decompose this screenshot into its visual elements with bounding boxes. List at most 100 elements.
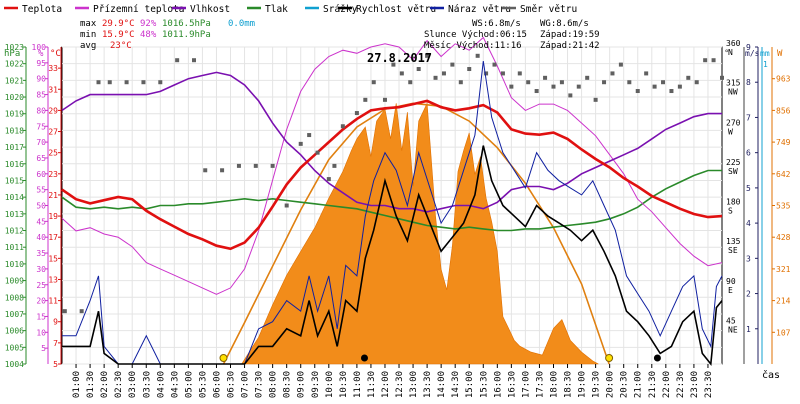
dir-tick-value: 45 (726, 316, 736, 325)
hpa-tick-label: 1021 (5, 76, 24, 85)
x-tick-label: 03:30 (142, 371, 152, 398)
moon-marker (653, 354, 661, 362)
wind-dir-point (96, 80, 101, 85)
x-tick-label: 07:00 (241, 371, 251, 398)
legend-label: Rychlost větru (356, 4, 436, 15)
wind-dir-point (79, 309, 84, 314)
pct-tick-label: 20 (36, 297, 46, 306)
x-tick-label: 21:00 (634, 371, 644, 398)
hpa-tick-label: 1010 (5, 260, 24, 269)
solar-radiation-area (241, 102, 599, 365)
x-tick-label: 21:30 (648, 371, 658, 398)
hpa-tick-label: 1013 (5, 210, 24, 219)
pct-tick-label: 80 (36, 106, 46, 115)
wind-dir-point (124, 80, 129, 85)
degc-axis-label: °C (50, 49, 61, 59)
legend-label: Náraz větru (448, 4, 511, 15)
x-tick-label: 19:00 (578, 371, 588, 398)
x-tick-label: 19:30 (592, 371, 602, 398)
pct-tick-label: 35 (36, 249, 46, 258)
degc-tick-label: 15 (48, 254, 58, 263)
x-tick-label: 11:30 (367, 371, 377, 398)
ms-tick-label: 9 (746, 43, 751, 52)
hpa-tick-label: 1018 (5, 126, 24, 135)
dir-tick-compass: SW (728, 167, 738, 176)
info-moonrise: Měsíc Východ:11:16 (424, 41, 522, 51)
wind-dir-point (467, 67, 472, 72)
pct-axis-label: % (38, 49, 44, 59)
moon-marker (360, 354, 368, 362)
wind-dir-point (433, 75, 438, 80)
legend-label: Přízemní teplota (93, 4, 185, 15)
info-sunset: Západ:19:59 (540, 30, 600, 40)
wind-dir-point (509, 84, 514, 89)
wind-dir-point (382, 97, 387, 102)
pct-tick-label: 95 (36, 59, 46, 68)
chart-title: 27.8.2017 (367, 51, 432, 65)
hpa-tick-label: 1006 (5, 327, 24, 336)
degc-tick-label: 25 (48, 149, 58, 158)
wind-speed-line (62, 145, 723, 367)
wind-dir-point (236, 163, 241, 168)
pct-tick-label: 100 (32, 43, 47, 52)
stat-max-rain: 0.0mm (228, 19, 255, 29)
legend-label: Směr větru (520, 4, 577, 15)
x-tick-label: 10:30 (339, 371, 349, 398)
hpa-tick-label: 1020 (5, 93, 24, 102)
info-ws: WS:6.8m/s (472, 19, 521, 29)
wind-dir-point (593, 97, 598, 102)
pct-tick-label: 85 (36, 91, 46, 100)
legend-label: Teplota (22, 4, 62, 15)
x-tick-label: 14:00 (437, 371, 447, 398)
wind-dir-point (661, 80, 666, 85)
hpa-tick-label: 1005 (5, 343, 24, 352)
x-tick-label: 06:30 (227, 371, 237, 398)
x-tick-label: 15:30 (479, 371, 489, 398)
wind-dir-point (270, 163, 275, 168)
wm2-tick-label: 963 (776, 75, 791, 84)
ms-tick-label: 5 (746, 184, 751, 193)
x-tick-label: 02:00 (100, 371, 110, 398)
wind-dir-point (492, 62, 497, 67)
stat-avg-label: avg (80, 41, 96, 51)
wind-dir-point (340, 124, 345, 129)
stat-min-hum: 48% (140, 30, 157, 40)
wind-dir-point (307, 133, 312, 138)
ms-tick-label: 1 (746, 325, 751, 334)
wind-dir-point (517, 71, 522, 76)
wind-dir-point (720, 75, 724, 80)
pct-tick-label: 25 (36, 281, 46, 290)
x-tick-label: 09:00 (297, 371, 307, 398)
stat-min-press: 1011.9hPa (162, 30, 211, 40)
wind-dir-point (253, 163, 258, 168)
wind-dir-point (475, 53, 480, 58)
x-tick-label: 08:30 (283, 371, 293, 398)
dir-tick-compass: NW (728, 88, 738, 97)
ms-tick-label: 7 (746, 113, 751, 122)
x-tick-label: 04:30 (170, 371, 180, 398)
dir-tick-value: 180 (726, 198, 741, 207)
pct-tick-label: 5 (41, 344, 46, 353)
dir-tick-value: 135 (726, 237, 741, 246)
ms-tick-label: 6 (746, 149, 751, 158)
stat-max-hum: 92% (140, 19, 157, 29)
wind-dir-point (568, 93, 573, 98)
ms-tick-label: 3 (746, 254, 751, 263)
legend-label: Vlhkost (190, 4, 230, 15)
info-wg: WG:8.6m/s (540, 19, 589, 29)
wind-dir-point (107, 80, 112, 85)
mm-axis-label: mm (760, 49, 770, 58)
degc-tick-label: 21 (48, 191, 58, 200)
dir-tick-compass: NE (728, 325, 738, 334)
wind-dir-point (332, 163, 337, 168)
pct-tick-label: 10 (36, 328, 46, 337)
dir-tick-value: 225 (726, 158, 741, 167)
wind-dir-point (441, 71, 446, 76)
sun-marker (605, 354, 614, 362)
pct-tick-label: 15 (36, 312, 46, 321)
wind-dir-point (652, 84, 657, 89)
x-axis-unit-label: čas (762, 369, 780, 381)
wm2-tick-label: 749 (776, 138, 791, 147)
